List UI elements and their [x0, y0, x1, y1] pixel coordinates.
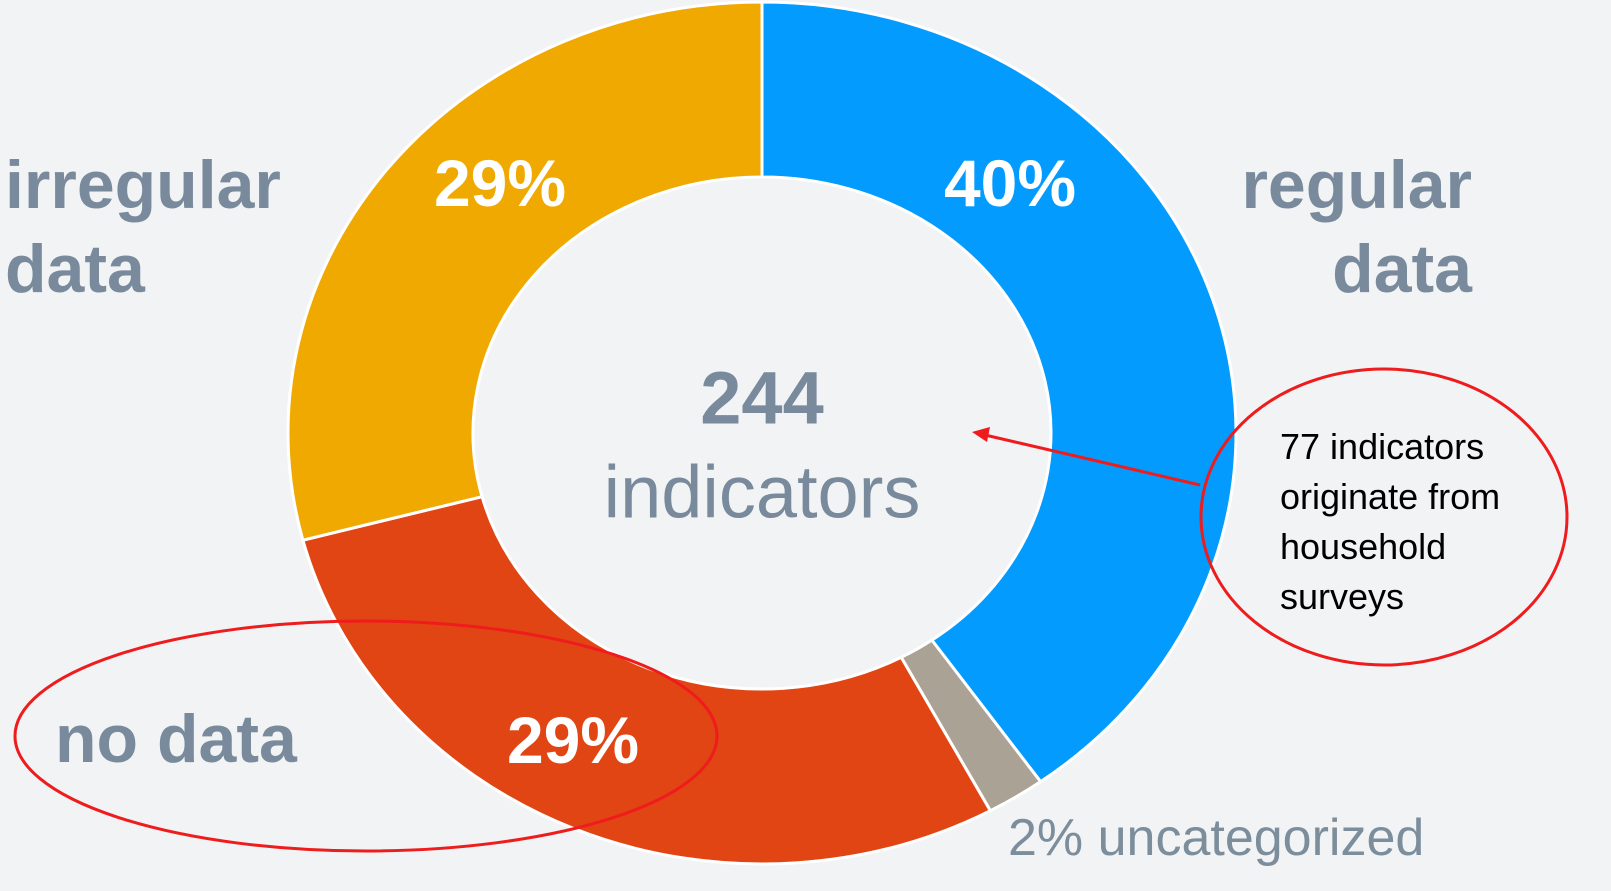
highlight-ellipse: [13, 619, 719, 853]
segment: [286, 0, 764, 542]
annotation-ellipse: [1199, 367, 1569, 667]
value-label: 29%: [433, 146, 567, 220]
segment: [301, 494, 993, 866]
category-label: irregular data: [5, 147, 281, 307]
category-label: regular data: [1241, 147, 1472, 307]
arrow-head: [972, 427, 990, 442]
annotation: 77 indicators originate from household s…: [1280, 426, 1501, 617]
center-value: 244: [700, 356, 824, 440]
arrow-line: [984, 433, 1201, 487]
uncategorized-label: 2% uncategorized: [1008, 808, 1424, 868]
segment: [760, 0, 1238, 784]
category-label: uncategorized: [1097, 809, 1425, 867]
value-label: 29%: [506, 703, 640, 777]
value-label: 40%: [943, 146, 1077, 220]
center-label: indicators: [603, 450, 921, 534]
category-label: no data: [55, 701, 297, 777]
value-label: 2%: [1008, 809, 1084, 867]
